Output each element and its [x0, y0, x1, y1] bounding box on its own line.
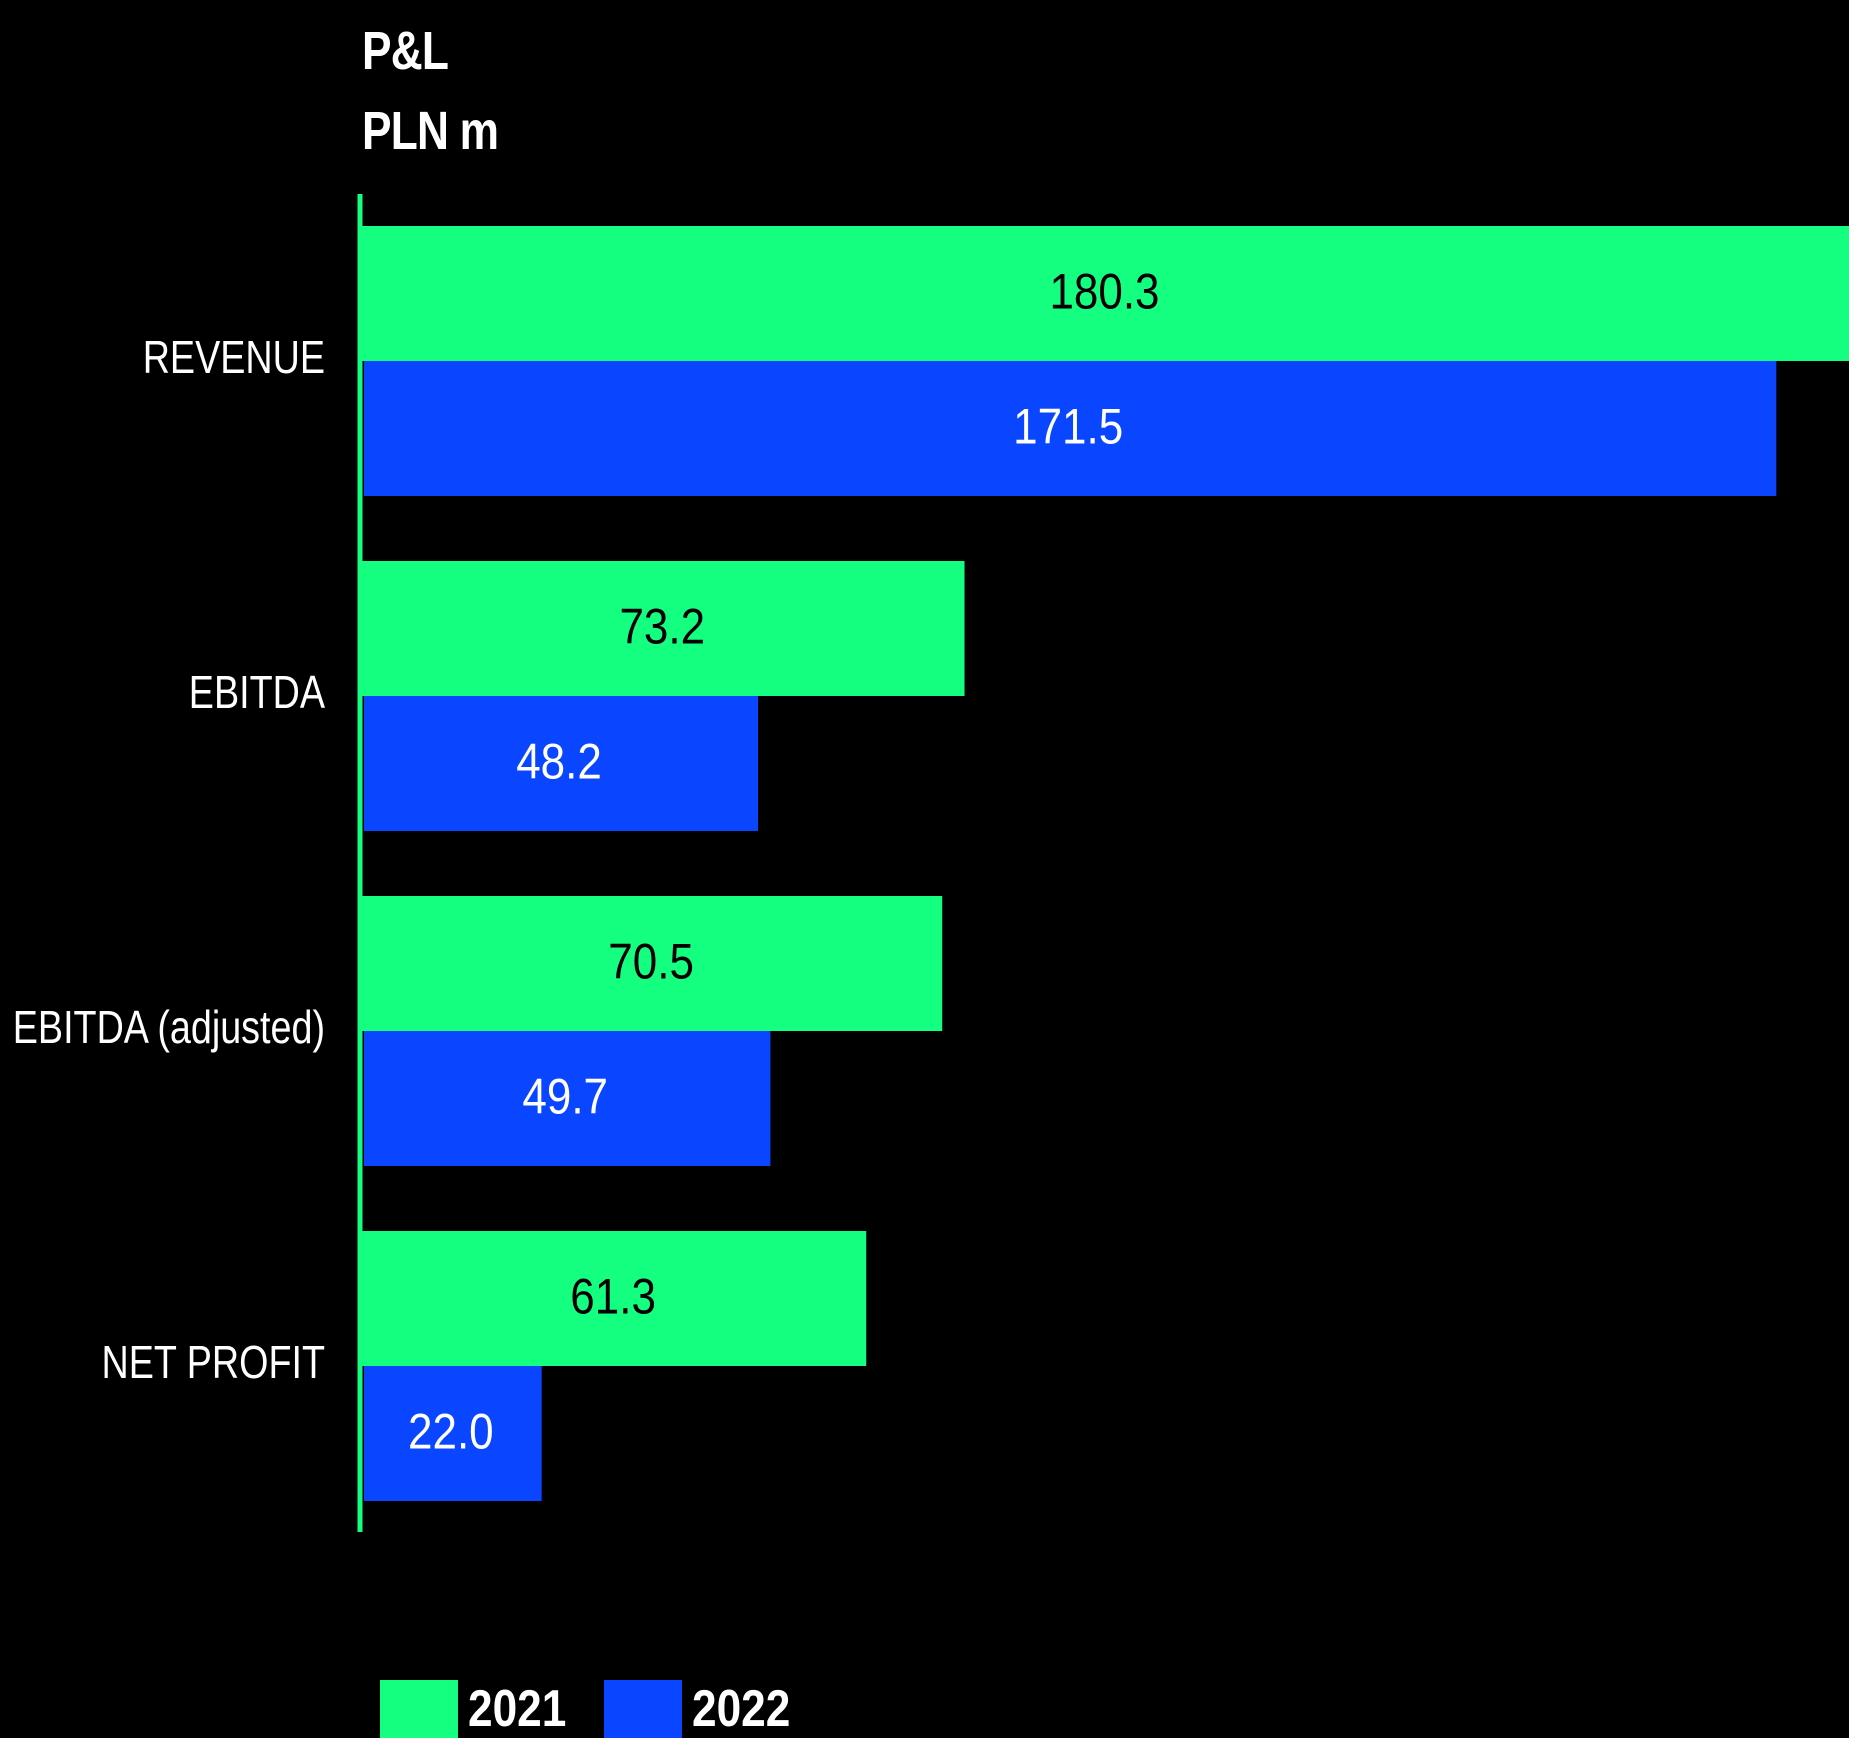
bar-2021 [358, 226, 1849, 361]
category-label: REVENUE [143, 332, 325, 383]
data-label: 61.3 [570, 1268, 656, 1324]
bar-2022 [364, 1031, 771, 1166]
chart-subtitle-unit: PLN m [362, 101, 499, 161]
bar-2021 [358, 561, 965, 696]
legend-item-2022: 2022 [603, 1680, 808, 1738]
legend-item-2021: 2021 [380, 1680, 584, 1738]
bar-2021 [358, 896, 943, 1031]
data-label: 171.5 [1013, 398, 1123, 454]
category-label: EBITDA [189, 667, 325, 718]
data-label: 22.0 [408, 1403, 494, 1459]
bar-2021 [358, 1231, 867, 1366]
legend-label-2021: 2021 [468, 1680, 567, 1738]
data-label: 48.2 [516, 733, 602, 789]
data-label: 49.7 [522, 1068, 608, 1124]
legend-swatch-2022 [603, 1680, 682, 1738]
legend-label-2022: 2022 [691, 1680, 791, 1738]
bar-2022 [364, 361, 1777, 496]
legend-swatch-2021 [380, 1680, 458, 1738]
data-label: 180.3 [1049, 263, 1159, 319]
category-label: NET PROFIT [102, 1337, 325, 1388]
chart-title: P&L [362, 21, 449, 81]
data-label: 73.2 [619, 598, 705, 654]
legend: 2021 2022 [380, 1680, 827, 1738]
bar-2022 [364, 696, 759, 831]
data-label: 70.5 [608, 933, 694, 989]
category-label: EBITDA (adjusted) [13, 1002, 325, 1053]
bar-2022 [364, 1366, 542, 1501]
